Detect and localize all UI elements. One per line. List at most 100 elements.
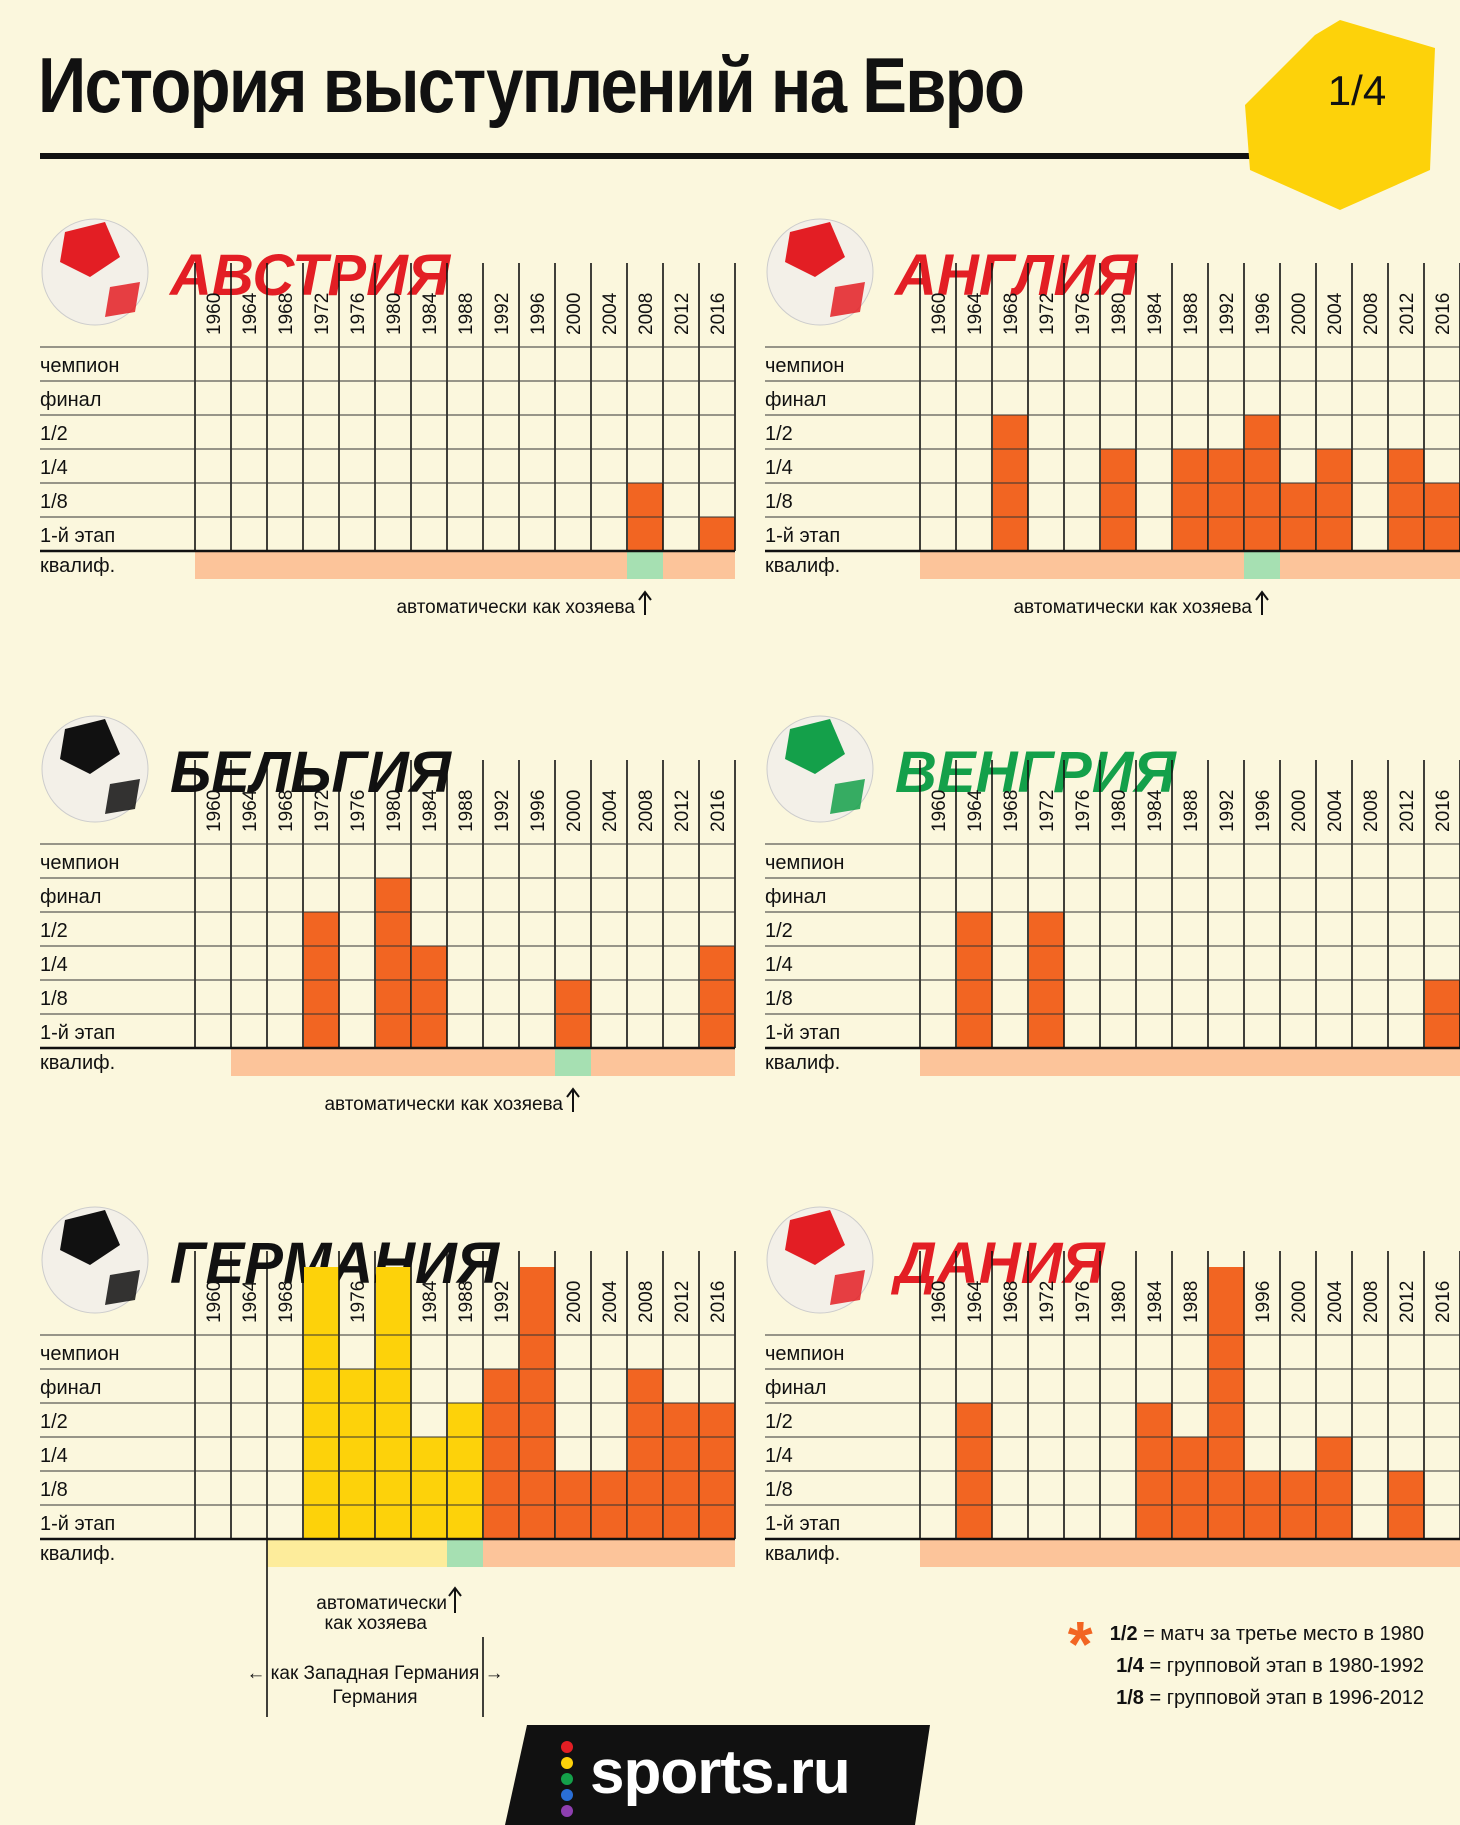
stage-label: 1-й этап [40,1513,115,1535]
year-label: 1980 [1109,1281,1130,1323]
page-badge: 1/4 [1245,20,1435,210]
year-label: 2000 [1289,293,1310,335]
stage-label: 1/2 [765,1411,793,1433]
ball-panel-icon [830,1270,865,1305]
year-label: 2004 [1325,292,1346,335]
qualifying-cell [1244,1048,1280,1076]
qualifying-cell [1352,551,1388,579]
year-label: 1968 [276,1281,297,1323]
year-label: 1984 [1145,292,1166,335]
qualifying-cell [303,1048,339,1076]
year-label: 2012 [672,790,693,832]
qualifying-cell [1172,1048,1208,1076]
qualifying-cell [483,1048,519,1076]
qualifying-cell [231,551,267,579]
qualifying-cell [303,1539,339,1567]
stage-bar [1101,449,1136,551]
qualifying-cell [1064,551,1100,579]
year-label: 1988 [1181,790,1202,832]
year-label: 2004 [600,789,621,832]
year-label: 1968 [1001,1281,1022,1323]
stage-label: 1/4 [40,1445,68,1467]
stage-label: чемпион [765,1343,844,1365]
qualifying-cell [591,1048,627,1076]
footer-banner [505,1725,930,1825]
footer-brand: sports.ru [590,1738,851,1807]
stage-bar [412,1437,447,1539]
stage-label: квалиф. [40,1543,115,1565]
stage-label: 1/4 [765,954,793,976]
ball-panel-icon [785,1210,845,1265]
qualifying-cell [1280,1048,1316,1076]
arrow-up-icon [566,1087,580,1098]
qualifying-cell [231,1048,267,1076]
stage-label: 1-й этап [765,1513,840,1535]
ball-panel-icon [60,719,120,774]
year-label: 1992 [1217,790,1238,832]
qualifying-cell [267,551,303,579]
qualifying-cell [519,1048,555,1076]
stage-bar [700,517,735,551]
qualifying-cell [267,1048,303,1076]
qualifying-cell [447,551,483,579]
year-label: 2012 [672,293,693,335]
year-label: 2000 [564,293,585,335]
qualifying-cell [411,551,447,579]
qualifying-cell [663,1539,699,1567]
qualifying-cell [956,551,992,579]
stage-bar [412,946,447,1048]
logo-dot-icon [561,1757,573,1769]
year-label: 2004 [1325,789,1346,832]
qualifying-cell [1424,1048,1460,1076]
year-label: 1964 [965,1280,986,1323]
year-label: 2012 [1397,790,1418,832]
year-label: 2012 [672,1281,693,1323]
year-label: 1964 [240,1280,261,1323]
year-label: 1972 [312,293,333,335]
year-label: 1960 [929,790,950,832]
stage-label: 1-й этап [40,1022,115,1044]
stage-label: 1/8 [765,491,793,513]
qualifying-cell [555,1048,591,1076]
qualifying-cell [956,1539,992,1567]
qualifying-cell [1316,1048,1352,1076]
ball-panel-icon [105,779,140,814]
year-label: 2016 [708,790,729,832]
year-label: 2016 [708,1281,729,1323]
qualifying-cell [699,1048,735,1076]
qualifying-cell [1388,551,1424,579]
stage-label: финал [765,886,826,908]
team-name: ВЕНГРИЯ [895,740,1177,805]
year-label: 2000 [1289,1281,1310,1323]
stage-label: 1/4 [765,1445,793,1467]
stage-label: 1-й этап [765,525,840,547]
stage-label: 1/8 [765,1479,793,1501]
qualifying-cell [992,1048,1028,1076]
qualifying-cell [1172,1539,1208,1567]
stage-label: чемпион [765,355,844,377]
stage-bar [1173,449,1208,551]
year-label: 1984 [1145,789,1166,832]
stage-label: квалиф. [765,1052,840,1074]
team-name: ДАНИЯ [890,1231,1106,1296]
stage-label: 1/2 [40,1411,68,1433]
year-label: 2008 [1361,790,1382,832]
qualifying-cell [1100,1539,1136,1567]
qualifying-cell [1136,1539,1172,1567]
year-label: 2008 [1361,293,1382,335]
year-label: 2004 [600,1280,621,1323]
year-label: 1984 [420,789,441,832]
logo-dot-icon [561,1773,573,1785]
arrow-up-icon [1255,590,1269,601]
year-label: 1964 [965,789,986,832]
year-label: 1992 [492,293,513,335]
qualifying-cell [1100,551,1136,579]
year-label: 1980 [384,790,405,832]
year-label: 1976 [348,1281,369,1323]
year-label: 2000 [564,1281,585,1323]
qualifying-cell [956,1048,992,1076]
qualifying-cell [920,1048,956,1076]
qualifying-cell [483,1539,519,1567]
stage-label: квалиф. [40,1052,115,1074]
qualifying-cell [303,551,339,579]
